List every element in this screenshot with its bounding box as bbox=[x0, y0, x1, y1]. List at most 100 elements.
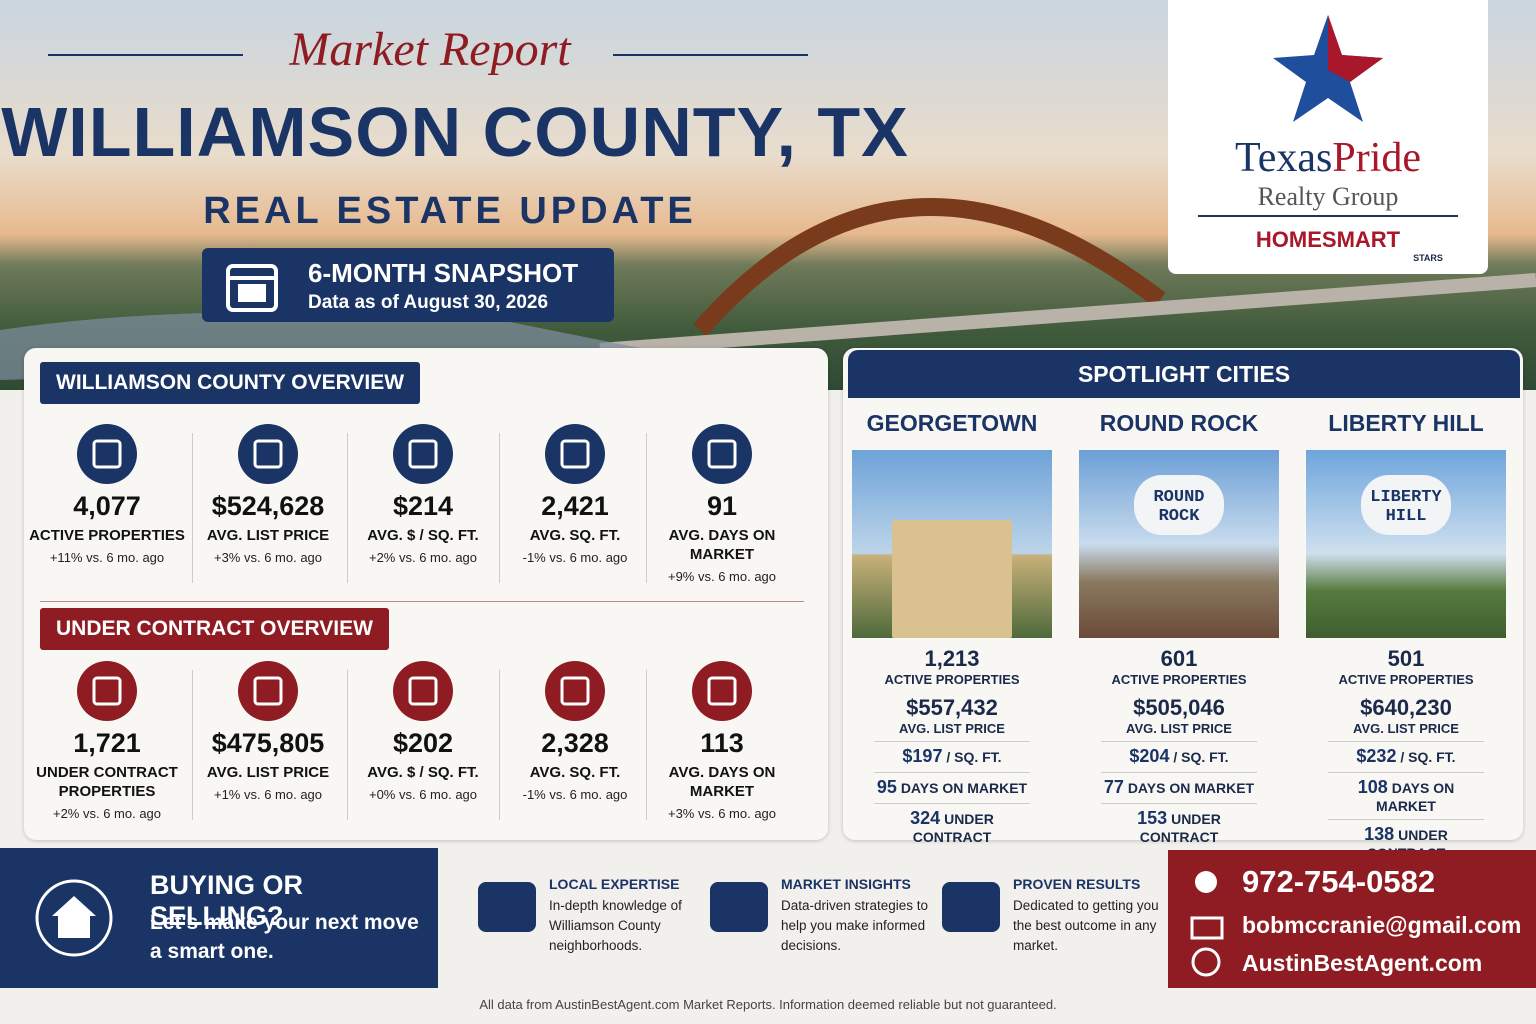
stat-label: AVG. SQ. FT. bbox=[529, 527, 621, 544]
city-photo: LIBERTY HILL bbox=[1306, 450, 1506, 638]
logo: TexasPride Realty Group HOMESMART STARS bbox=[1168, 0, 1488, 274]
snapshot-date: Data as of August 30, 2026 bbox=[308, 292, 549, 313]
stat-value: $475,805 bbox=[211, 728, 325, 758]
feature-title: MARKET INSIGHTS bbox=[781, 876, 911, 892]
stat-label: AVG. DAYS ON MARKET bbox=[668, 527, 776, 563]
city-row-value: 324 bbox=[910, 808, 941, 828]
feature-icon bbox=[940, 878, 1002, 943]
contract-heading: UNDER CONTRACT OVERVIEW bbox=[40, 608, 389, 650]
stat-change: -1% vs. 6 mo. ago bbox=[522, 787, 628, 802]
stat-icon bbox=[343, 423, 503, 485]
feature-body: Data-driven strategies to help you make … bbox=[781, 898, 929, 953]
snapshot-title: 6-MONTH SNAPSHOT bbox=[308, 258, 579, 288]
city: ROUND ROCK ROUND ROCK 601 ACTIVE PROPERTIES… bbox=[1079, 410, 1279, 845]
logo-name-2: Pride bbox=[1332, 135, 1421, 181]
photo-shape bbox=[1361, 475, 1451, 535]
cta-block: BUYING OR SELLING? Let's make your next … bbox=[0, 848, 438, 988]
city-row-value: 153 bbox=[1137, 808, 1168, 828]
city-photo: ROUND ROCK bbox=[1079, 450, 1279, 638]
city-price-label: AVG. LIST PRICE bbox=[1353, 721, 1459, 736]
brand-sub: STARS bbox=[1413, 253, 1443, 263]
stat: $524,628 AVG. LIST PRICE +3% vs. 6 mo. ago bbox=[188, 423, 348, 565]
stat-icon bbox=[343, 660, 503, 722]
city-price-label: AVG. LIST PRICE bbox=[1126, 721, 1232, 736]
disclaimer: All data from AustinBestAgent.com Market… bbox=[479, 997, 1057, 1012]
star-logo bbox=[1273, 15, 1383, 122]
stat-value: 113 bbox=[700, 728, 744, 758]
icon-circle bbox=[238, 424, 298, 484]
city-active-label: ACTIVE PROPERTIES bbox=[1338, 672, 1474, 687]
feature-icon-shape bbox=[710, 882, 768, 932]
brand: HOMESMART bbox=[1255, 227, 1401, 252]
city-active: 601 bbox=[1160, 646, 1198, 671]
city-row: $204 / SQ. FT. bbox=[1101, 741, 1257, 767]
feature: MARKET INSIGHTS Data-driven strategies to… bbox=[708, 876, 928, 956]
column-divider bbox=[347, 433, 348, 583]
feature-icon bbox=[476, 878, 538, 943]
column-divider bbox=[192, 670, 193, 820]
icon-circle bbox=[692, 661, 752, 721]
stat-label: AVG. LIST PRICE bbox=[206, 764, 330, 781]
column-divider bbox=[347, 670, 348, 820]
feature: PROVEN RESULTS Dedicated to getting you t… bbox=[940, 876, 1160, 956]
city-photo bbox=[852, 450, 1052, 638]
calendar-icon bbox=[226, 264, 278, 312]
house-icon bbox=[35, 879, 113, 957]
contact-icons bbox=[1190, 871, 1224, 977]
stat: 2,421 AVG. SQ. FT. -1% vs. 6 mo. ago bbox=[495, 423, 655, 565]
main-title: WILLIAMSON COUNTY, TX bbox=[1, 93, 909, 171]
feature-icon-shape bbox=[942, 882, 1000, 932]
stat: 2,328 AVG. SQ. FT. -1% vs. 6 mo. ago bbox=[495, 660, 655, 802]
city: LIBERTY HILL LIBERTY HILL 501 ACTIVE PROPER… bbox=[1306, 410, 1506, 861]
stat-icon bbox=[27, 423, 187, 485]
city: GEORGETOWN 1,213 ACTIVE PROPERTIES $557,432… bbox=[852, 410, 1052, 845]
column-divider bbox=[646, 670, 647, 820]
stat-value: 91 bbox=[706, 491, 738, 521]
stat-value: 2,328 bbox=[541, 728, 609, 758]
city-row-value: $197 bbox=[902, 746, 943, 766]
contact-block: 972-754-0582 bobmccranie@gmail.com Austi… bbox=[1168, 850, 1536, 988]
feature-text: MARKET INSIGHTS Data-driven strategies to… bbox=[781, 876, 928, 956]
title-rules bbox=[48, 54, 808, 56]
icon-circle bbox=[77, 661, 137, 721]
city-price: $557,432 bbox=[906, 695, 998, 720]
city-row: 108 DAYS ON MARKET bbox=[1328, 772, 1484, 814]
column-divider bbox=[192, 433, 193, 583]
stat-icon bbox=[27, 660, 187, 722]
city-row: 77 DAYS ON MARKET bbox=[1101, 772, 1257, 798]
city-row: 153 UNDER CONTRACT bbox=[1101, 803, 1257, 845]
stat-label: AVG. DAYS ON MARKET bbox=[668, 764, 776, 800]
subtitle: REAL ESTATE UPDATE bbox=[203, 190, 697, 232]
stat-value: 4,077 bbox=[73, 491, 141, 521]
city-row-label: UNDER CONTRACT bbox=[912, 811, 994, 845]
feature-text: PROVEN RESULTS Dedicated to getting you t… bbox=[1013, 876, 1160, 956]
stat-value: $202 bbox=[392, 728, 454, 758]
icon-circle bbox=[238, 661, 298, 721]
cta-text: Let's make your next move a smart one. bbox=[150, 911, 419, 963]
city-row-value: 108 bbox=[1357, 777, 1388, 797]
city-row-value: $232 bbox=[1356, 746, 1397, 766]
icon-circle bbox=[77, 424, 137, 484]
stat-icon bbox=[188, 423, 348, 485]
logo-name: TexasPride bbox=[1168, 134, 1488, 182]
stat-icon bbox=[188, 660, 348, 722]
feature-body: In-depth knowledge of Williamson County … bbox=[549, 898, 682, 953]
city-name: LIBERTY HILL bbox=[1328, 410, 1484, 436]
stat-change: +11% vs. 6 mo. ago bbox=[49, 550, 165, 565]
city-row-label: / SQ. FT. bbox=[1400, 749, 1456, 765]
website: AustinBestAgent.com bbox=[1242, 950, 1483, 976]
city-row-value: 95 bbox=[876, 777, 897, 797]
city-row: $197 / SQ. FT. bbox=[874, 741, 1030, 767]
photo-label: ROUND ROCK bbox=[1153, 488, 1205, 526]
city-row-label: / SQ. FT. bbox=[1173, 749, 1229, 765]
city-price-label: AVG. LIST PRICE bbox=[899, 721, 1005, 736]
city-row-value: 77 bbox=[1103, 777, 1124, 797]
city-row-label: DAYS ON MARKET bbox=[1127, 780, 1255, 796]
stat-change: +3% vs. 6 mo. ago bbox=[213, 550, 323, 565]
city-row-label: DAYS ON MARKET bbox=[1376, 780, 1455, 814]
stat-label: UNDER CONTRACT PROPERTIES bbox=[36, 764, 178, 800]
stat-value: 2,421 bbox=[541, 491, 609, 521]
stat-label: AVG. LIST PRICE bbox=[206, 527, 330, 544]
city-active-label: ACTIVE PROPERTIES bbox=[1111, 672, 1247, 687]
